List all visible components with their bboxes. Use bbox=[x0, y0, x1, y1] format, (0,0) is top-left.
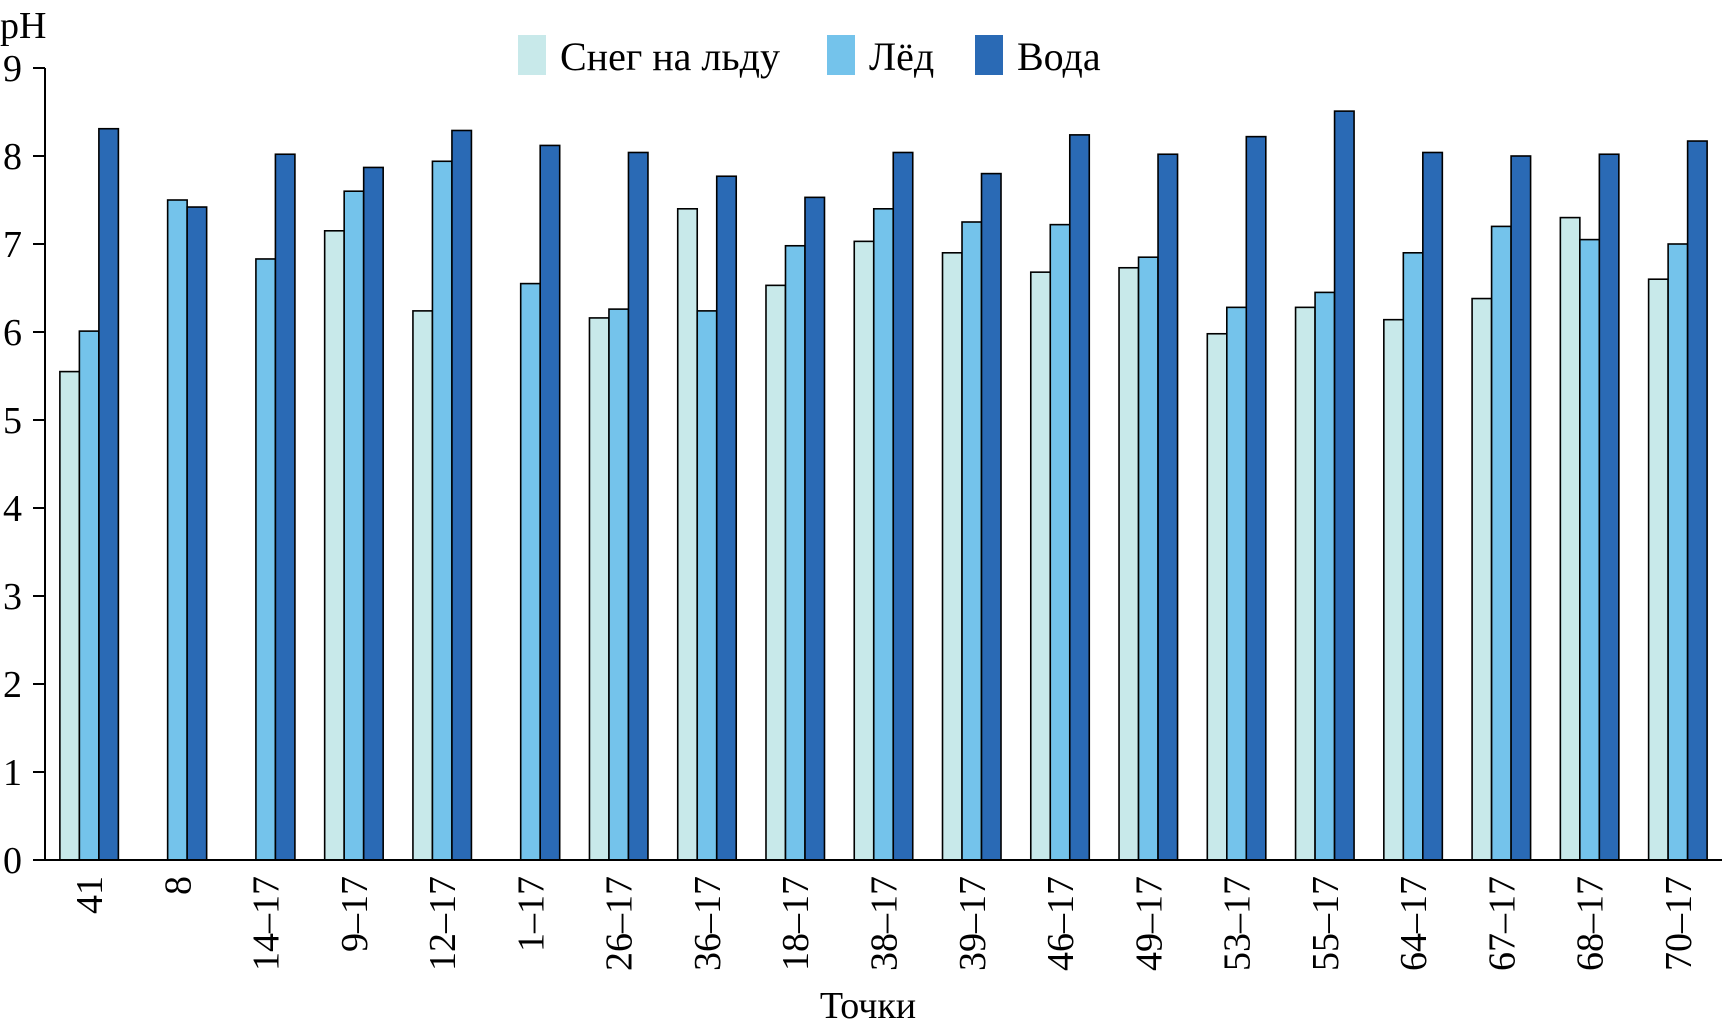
bar-ice-8 bbox=[166, 199, 188, 861]
bars bbox=[59, 110, 1708, 861]
bar-water-64–17 bbox=[1422, 151, 1444, 861]
bar-water-36–17 bbox=[715, 175, 738, 861]
bar-water-49–17 bbox=[1157, 153, 1179, 861]
bar-water-41 bbox=[98, 127, 120, 861]
y-tick-label: 5 bbox=[3, 400, 22, 442]
x-tick-label: 41 bbox=[69, 876, 111, 914]
bar-water-53–17 bbox=[1245, 135, 1267, 861]
x-axis-ticks: 41 8 14–17 9–17 12–17 1–17 26–17 36–17 18–17 38–1… bbox=[69, 876, 1700, 971]
x-tick-label: 55–17 bbox=[1305, 876, 1347, 971]
x-tick-label: 18–17 bbox=[775, 876, 817, 971]
legend-swatch-snow bbox=[518, 35, 546, 75]
bar-water-9–17 bbox=[362, 166, 384, 861]
bar-snow-18–17 bbox=[765, 284, 787, 861]
y-tick-label: 1 bbox=[3, 752, 22, 794]
legend: Снег на льду Лёд Вода bbox=[518, 34, 1101, 79]
bar-water-39–17 bbox=[980, 172, 1002, 861]
legend-swatch-water bbox=[975, 35, 1003, 75]
bar-ice-53–17 bbox=[1226, 306, 1248, 861]
bar-ice-14–17 bbox=[255, 258, 277, 861]
bar-water-68–17 bbox=[1598, 153, 1620, 861]
x-tick-label: 38–17 bbox=[864, 876, 906, 971]
y-tick-label: 7 bbox=[3, 224, 22, 266]
legend-swatch-ice bbox=[827, 35, 855, 75]
x-tick-label: 26–17 bbox=[599, 876, 641, 971]
x-tick-label: 49–17 bbox=[1128, 876, 1170, 971]
bar-water-67–17 bbox=[1510, 155, 1532, 861]
bar-water-12–17 bbox=[451, 129, 473, 861]
bar-snow-9–17 bbox=[323, 230, 345, 861]
bar-snow-70–17 bbox=[1647, 278, 1669, 861]
bar-snow-53–17 bbox=[1206, 332, 1228, 861]
bar-water-55–17 bbox=[1333, 110, 1355, 861]
x-tick-label: 1–17 bbox=[510, 876, 552, 952]
y-tick-label: 4 bbox=[3, 488, 22, 530]
x-tick-label: 12–17 bbox=[422, 876, 464, 971]
bar-ice-39–17 bbox=[961, 221, 983, 861]
x-tick-label: 67–17 bbox=[1481, 876, 1523, 971]
bar-ice-70–17 bbox=[1667, 243, 1689, 861]
x-axis-title: Точки bbox=[820, 985, 916, 1027]
bar-ice-12–17 bbox=[431, 160, 453, 861]
bar-ice-55–17 bbox=[1314, 291, 1336, 861]
y-axis-title: pH bbox=[0, 5, 46, 47]
x-tick-label: 36–17 bbox=[687, 876, 729, 971]
bar-ice-1–17 bbox=[519, 282, 541, 861]
bar-water-38–17 bbox=[892, 151, 914, 861]
y-tick-label: 3 bbox=[3, 576, 22, 618]
bar-ice-38–17 bbox=[872, 208, 895, 861]
x-tick-label: 64–17 bbox=[1393, 876, 1435, 971]
bar-snow-68–17 bbox=[1559, 216, 1581, 861]
x-tick-label: 8 bbox=[157, 876, 199, 895]
legend-label: Вода bbox=[1017, 34, 1101, 79]
legend-label: Лёд bbox=[869, 34, 934, 79]
bar-snow-55–17 bbox=[1294, 306, 1316, 861]
legend-label: Снег на льду bbox=[560, 34, 780, 79]
x-tick-label: 68–17 bbox=[1570, 876, 1612, 971]
y-axis-ticks: 0 1 2 3 4 5 6 7 8 9 bbox=[3, 48, 45, 882]
bar-snow-36–17 bbox=[676, 208, 699, 861]
bar-water-14–17 bbox=[274, 153, 296, 861]
bar-snow-38–17 bbox=[853, 240, 875, 861]
bar-snow-67–17 bbox=[1471, 297, 1493, 861]
bar-water-8 bbox=[186, 206, 208, 861]
bar-ice-46–17 bbox=[1049, 223, 1071, 861]
bar-snow-39–17 bbox=[941, 252, 963, 861]
bar-snow-64–17 bbox=[1383, 318, 1405, 861]
x-tick-label: 39–17 bbox=[952, 876, 994, 971]
x-tick-label: 53–17 bbox=[1217, 876, 1259, 971]
bar-snow-12–17 bbox=[412, 310, 434, 861]
y-tick-label: 9 bbox=[3, 48, 22, 90]
x-tick-label: 46–17 bbox=[1040, 876, 1082, 971]
bar-snow-41 bbox=[59, 370, 81, 861]
bar-ice-41 bbox=[78, 330, 100, 861]
x-tick-label: 9–17 bbox=[334, 876, 376, 952]
bar-water-70–17 bbox=[1686, 140, 1708, 861]
bar-snow-26–17 bbox=[588, 317, 610, 861]
bar-ice-67–17 bbox=[1490, 225, 1512, 861]
x-tick-label: 70–17 bbox=[1658, 876, 1700, 971]
bar-snow-46–17 bbox=[1029, 271, 1052, 861]
bar-ice-9–17 bbox=[343, 190, 365, 861]
bar-water-26–17 bbox=[627, 151, 649, 861]
bar-water-46–17 bbox=[1068, 134, 1091, 861]
y-tick-label: 2 bbox=[3, 664, 22, 706]
bar-ice-18–17 bbox=[784, 244, 806, 861]
bar-ice-68–17 bbox=[1579, 238, 1601, 861]
bar-water-18–17 bbox=[804, 196, 826, 861]
y-tick-label: 0 bbox=[3, 840, 22, 882]
bar-ice-49–17 bbox=[1137, 256, 1159, 861]
bar-ice-26–17 bbox=[608, 308, 630, 861]
bar-water-1–17 bbox=[539, 144, 561, 861]
y-tick-label: 8 bbox=[3, 136, 22, 178]
bar-ice-36–17 bbox=[696, 310, 718, 861]
bar-ice-64–17 bbox=[1402, 252, 1424, 861]
x-tick-label: 14–17 bbox=[246, 876, 288, 971]
bar-snow-49–17 bbox=[1118, 266, 1140, 861]
y-tick-label: 6 bbox=[3, 312, 22, 354]
